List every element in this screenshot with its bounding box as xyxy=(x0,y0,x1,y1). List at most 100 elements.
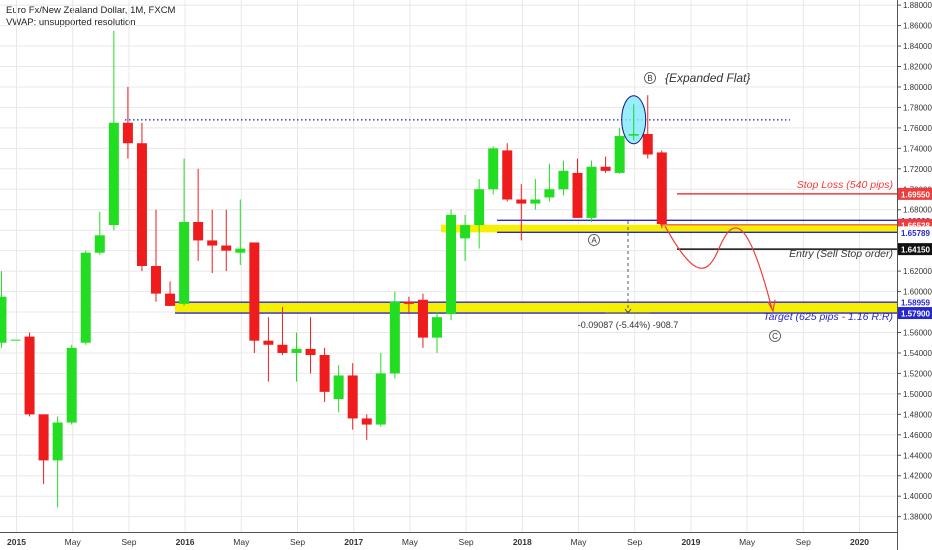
candle-body xyxy=(361,418,372,425)
wave-c-circle xyxy=(769,330,781,342)
candle xyxy=(502,143,513,202)
x-tick-label: May xyxy=(570,537,587,547)
y-tick-label: 1.84000 xyxy=(903,42,932,51)
entry-badge-label: 1.64150 xyxy=(901,246,930,255)
candle-body xyxy=(417,299,428,338)
stop-loss-label: Stop Loss (540 pips) xyxy=(797,179,893,191)
candle xyxy=(488,146,499,195)
candle xyxy=(305,317,316,374)
indicator-status: VWAP: unsupported resolution xyxy=(6,17,136,28)
zone-bottom-badge xyxy=(898,226,932,239)
entry-label: Entry (Sell Stop order) xyxy=(789,248,893,260)
y-tick-label: 1.74000 xyxy=(903,144,932,153)
x-tick-label: May xyxy=(739,537,756,547)
candle xyxy=(108,30,119,231)
y-tick-label: 1.72000 xyxy=(903,165,932,174)
candle-body xyxy=(122,122,133,144)
candle-body xyxy=(516,199,527,204)
candle xyxy=(333,365,344,413)
entry-zone xyxy=(441,224,897,233)
candle xyxy=(94,211,105,255)
candle xyxy=(0,271,7,348)
candle-body xyxy=(572,172,583,218)
candle-body xyxy=(151,266,161,294)
candle-body xyxy=(136,143,147,266)
candle xyxy=(263,317,274,382)
candle-body xyxy=(375,373,386,425)
x-tick-label: May xyxy=(402,537,419,547)
candle xyxy=(249,242,260,353)
y-tick-label: 1.82000 xyxy=(903,63,932,72)
x-tick-label: May xyxy=(233,537,250,547)
candle xyxy=(558,160,569,196)
y-tick-label: 1.44000 xyxy=(903,451,932,460)
candle-body xyxy=(474,189,485,226)
x-tick-label: Sep xyxy=(290,537,305,547)
measure-label: -0.09087 (-5.44%) -908.7 xyxy=(578,320,679,330)
candle-body xyxy=(600,166,611,171)
candle xyxy=(179,158,190,306)
candle-body xyxy=(586,166,597,218)
candle-body xyxy=(558,170,569,190)
y-tick-label: 1.54000 xyxy=(903,349,932,358)
candle-body xyxy=(277,344,288,353)
candle-body xyxy=(207,240,218,246)
candle-body xyxy=(530,199,541,204)
chart-title: Euro Fx/New Zealand Dollar, 1M, FXCM xyxy=(6,5,176,16)
candle xyxy=(122,86,133,159)
x-tick-label: 2016 xyxy=(176,537,195,547)
candle xyxy=(432,312,442,353)
candle xyxy=(375,352,386,427)
x-tick-label: 2019 xyxy=(681,537,700,547)
candle-body xyxy=(221,245,232,251)
candle xyxy=(235,199,246,265)
candle xyxy=(165,281,176,306)
y-tick-label: 1.88000 xyxy=(903,1,932,10)
candle-body xyxy=(403,301,414,304)
x-tick-label: 2017 xyxy=(344,537,363,547)
y-tick-label: 1.78000 xyxy=(903,103,932,112)
x-tick-label: May xyxy=(65,537,82,547)
projection-path xyxy=(664,225,773,310)
candle-body xyxy=(544,189,555,198)
candle-body xyxy=(488,148,499,190)
x-tick-label: Sep xyxy=(627,537,642,547)
candle xyxy=(80,250,91,345)
candle-body xyxy=(305,348,316,356)
candle-body xyxy=(80,252,91,343)
candle xyxy=(221,209,232,272)
candle xyxy=(207,209,218,274)
y-tick-label: 1.42000 xyxy=(903,472,932,481)
candle-body xyxy=(10,339,21,341)
candle-body xyxy=(94,235,105,253)
stop-loss-badge xyxy=(898,187,932,200)
candle-body xyxy=(24,336,35,415)
expanded-flat-label: {Expanded Flat} xyxy=(665,71,750,85)
target-label: Target (625 pips - 1.16 R:R) xyxy=(763,311,893,323)
candle-body xyxy=(0,296,7,343)
candle-body xyxy=(432,317,442,338)
target-bottom-badge xyxy=(898,307,932,320)
candle xyxy=(417,293,428,348)
stop-loss-badge-label: 1.69550 xyxy=(901,190,930,199)
y-tick-label: 1.46000 xyxy=(903,431,932,440)
candle xyxy=(52,416,63,508)
y-tick-label: 1.62000 xyxy=(903,267,932,276)
candle xyxy=(544,163,555,202)
candle-body xyxy=(66,347,77,423)
candle-body xyxy=(193,222,204,241)
candle-body xyxy=(460,225,471,239)
wave-b-circle xyxy=(644,72,656,84)
candle-body xyxy=(235,248,246,253)
projection-arrowhead xyxy=(767,299,776,313)
candle xyxy=(193,168,204,261)
candle xyxy=(66,344,77,425)
candle xyxy=(403,296,414,315)
candle xyxy=(474,179,485,249)
candle xyxy=(347,363,358,430)
zone-mid-badge-label: 1.66528 xyxy=(901,221,930,230)
candle xyxy=(572,158,583,218)
wave-a-label: A xyxy=(591,236,597,245)
y-tick-label: 1.52000 xyxy=(903,369,932,378)
